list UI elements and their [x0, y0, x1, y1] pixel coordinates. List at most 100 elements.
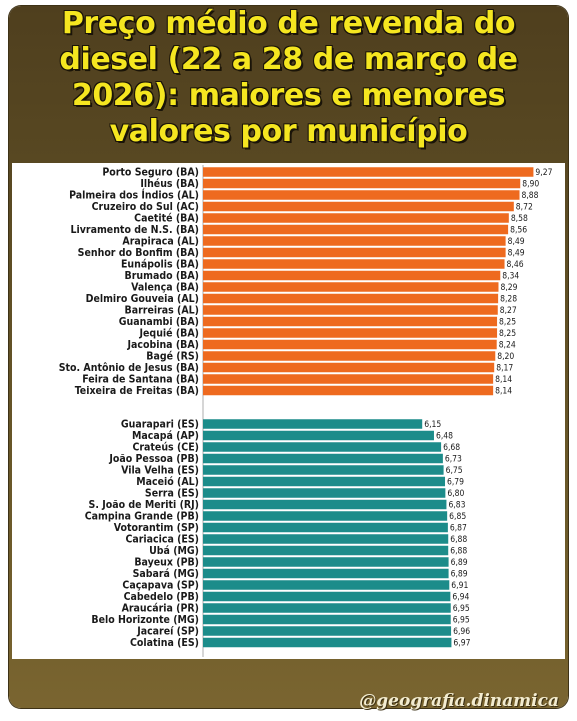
category-label: Vila Velha (ES) — [121, 465, 199, 477]
bar-group: Palmeira dos Índios (AL) 8,88 — [69, 189, 538, 202]
bar — [203, 557, 449, 567]
value-label: 6,87 — [450, 524, 467, 534]
bar-group: Valença (BA) 8,29 — [131, 282, 518, 294]
category-label: Crateús (CE) — [132, 442, 199, 454]
bar — [203, 419, 423, 429]
bar-group: Serra (ES) 6,80 — [145, 488, 465, 500]
category-label: Maceió (AL) — [136, 476, 199, 488]
value-label: 6,79 — [447, 478, 464, 488]
value-label: 6,88 — [450, 547, 467, 557]
category-label: Livramento de N.S. (BA) — [71, 224, 200, 236]
bar-group: Brumado (BA) 8,34 — [125, 270, 520, 282]
bar — [203, 499, 447, 510]
category-label: Campina Grande (PB) — [85, 511, 199, 523]
bar-group: Porto Seguro (BA) 9,27 — [102, 167, 552, 179]
bar-group: Bagé (RS) 8,20 — [146, 351, 514, 363]
bar — [203, 580, 450, 590]
bar-group: Jacobina (BA) 8,24 — [126, 339, 515, 351]
bar — [203, 614, 451, 625]
category-label: Cabedelo (PB) — [124, 591, 199, 603]
category-label: Cruzeiro do Sul (AC) — [92, 201, 199, 213]
bar — [203, 259, 505, 269]
category-label: João Pessoa (PB) — [108, 453, 199, 465]
bar — [203, 293, 499, 304]
value-label: 8,88 — [522, 191, 539, 201]
bar-group: Barreiras (AL) 8,27 — [125, 305, 517, 317]
bar — [203, 385, 494, 396]
value-label: 6,88 — [450, 535, 467, 545]
category-label: Belo Horizonte (MG) — [91, 614, 199, 626]
category-label: Bayeux (PB) — [134, 557, 199, 569]
bar-group: Caetité (BA) 8,58 — [134, 213, 528, 225]
bar — [203, 488, 446, 498]
bar-group: Macapá (AP) 6,48 — [132, 430, 453, 442]
bar — [203, 305, 498, 315]
bar-group: Jacareí (SP) 6,96 — [136, 626, 470, 638]
bar — [203, 178, 521, 189]
category-label: Bagé (RS) — [146, 351, 199, 363]
bar-group: Colatina (ES) 6,97 — [130, 637, 471, 649]
bar-group: Votorantim (SP) 6,87 — [114, 522, 467, 534]
category-label: Cariacica (ES) — [125, 534, 199, 546]
bar — [203, 201, 514, 212]
category-label: Senhor do Bonfim (BA) — [78, 247, 199, 259]
category-label: Brumado (BA) — [125, 270, 199, 282]
value-label: 8,46 — [507, 260, 524, 270]
bar-group: Crateús (CE) 6,68 — [132, 442, 460, 454]
bar — [203, 374, 494, 384]
chart-title: Preço médio de revenda do diesel (22 a 2… — [59, 6, 518, 149]
bar-group: Cabedelo (PB) 6,94 — [124, 591, 470, 603]
value-label: 8,17 — [496, 364, 513, 374]
category-label: Macapá (AP) — [132, 430, 199, 442]
value-label: 8,28 — [500, 295, 517, 305]
value-label: 6,95 — [453, 604, 470, 614]
value-label: 6,89 — [451, 558, 468, 568]
value-label: 6,91 — [451, 581, 468, 591]
bar-group: Campina Grande (PB) 6,85 — [85, 511, 467, 523]
bar-group: Feira de Santana (BA) 8,14 — [82, 374, 512, 386]
value-label: 8,34 — [502, 272, 519, 282]
category-label: Jequié (BA) — [139, 328, 199, 340]
value-label: 8,24 — [499, 341, 516, 351]
value-label: 6,95 — [453, 616, 470, 626]
bar — [203, 236, 506, 246]
bar — [203, 511, 448, 521]
bar — [203, 442, 442, 452]
bar-group: Eunápolis (BA) 8,46 — [121, 259, 524, 271]
bar-group: Senhor do Bonfim (BA) 8,49 — [78, 247, 525, 259]
bar — [203, 270, 501, 281]
bar — [203, 591, 451, 602]
value-label: 8,49 — [508, 249, 525, 259]
category-label: S. João de Meriti (RJ) — [89, 499, 199, 511]
category-label: Ubá (MG) — [149, 545, 199, 557]
value-label: 6,83 — [448, 501, 465, 511]
bar — [203, 224, 509, 235]
category-label: Eunápolis (BA) — [121, 259, 199, 271]
bar — [203, 339, 497, 350]
bar-group: Sto. Antônio de Jesus (BA) 8,17 — [59, 362, 514, 374]
bar-group: Vila Velha (ES) 6,75 — [121, 465, 463, 477]
bar — [203, 534, 449, 544]
category-label: Votorantim (SP) — [114, 522, 199, 534]
bar — [203, 167, 534, 177]
category-label: Palmeira dos Índios (AL) — [69, 189, 199, 202]
bar — [203, 190, 520, 200]
bar — [203, 545, 449, 556]
bar-group: Belo Horizonte (MG) 6,95 — [91, 614, 470, 626]
category-label: Sabará (MG) — [133, 568, 199, 580]
value-label: 6,97 — [453, 639, 470, 649]
category-label: Feira de Santana (BA) — [82, 374, 199, 386]
bar-group: Guarapari (ES) 6,15 — [121, 419, 441, 431]
bar-group: Livramento de N.S. (BA) 8,56 — [71, 224, 528, 236]
bar — [203, 351, 496, 361]
category-label: Valença (BA) — [131, 282, 199, 294]
bar-group: Guanambi (BA) 8,25 — [119, 316, 516, 328]
value-label: 8,25 — [499, 318, 516, 328]
value-label: 6,48 — [436, 432, 453, 442]
value-label: 6,15 — [424, 420, 441, 430]
category-label: Araucária (PR) — [122, 603, 199, 615]
value-label: 8,14 — [495, 387, 512, 397]
bar-group: Ilhéus (BA) 8,90 — [140, 178, 539, 190]
category-label: Jacareí (SP) — [136, 626, 199, 638]
